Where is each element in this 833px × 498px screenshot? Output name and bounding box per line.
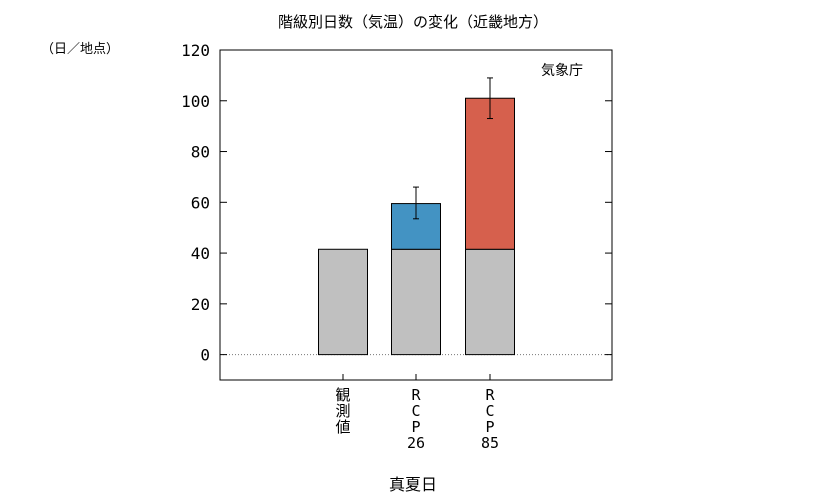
y-tick-label: 100	[181, 92, 210, 111]
x-tick-label: 26	[407, 434, 425, 452]
y-tick-label: 60	[191, 193, 210, 212]
chart-title: 階級別日数（気温）の変化（近畿地方）	[278, 13, 548, 31]
x-tick-label: C	[411, 402, 420, 420]
bar-base	[465, 248, 515, 356]
y-tick-label: 20	[191, 295, 210, 314]
y-tick-label: 0	[200, 346, 210, 365]
bar-increase	[465, 97, 515, 250]
x-tick-label: R	[485, 386, 495, 404]
source-label: 気象庁	[541, 63, 583, 79]
x-tick-label: 観	[335, 386, 350, 404]
x-tick-label: 値	[335, 418, 350, 436]
x-tick-label: P	[411, 418, 420, 436]
x-tick-label: R	[411, 386, 421, 404]
x-axis-label: 真夏日	[389, 475, 437, 494]
y-tick-label: 40	[191, 244, 210, 263]
bar-base	[318, 248, 368, 356]
x-tick-label: 測	[335, 402, 350, 420]
y-unit-label: （日／地点）	[41, 42, 119, 57]
y-tick-label: 120	[181, 41, 210, 60]
x-tick-label: 85	[481, 434, 499, 452]
x-tick-label: P	[485, 418, 494, 436]
y-tick-label: 80	[191, 143, 210, 162]
x-tick-label: C	[485, 402, 494, 420]
bar-base	[391, 248, 441, 356]
